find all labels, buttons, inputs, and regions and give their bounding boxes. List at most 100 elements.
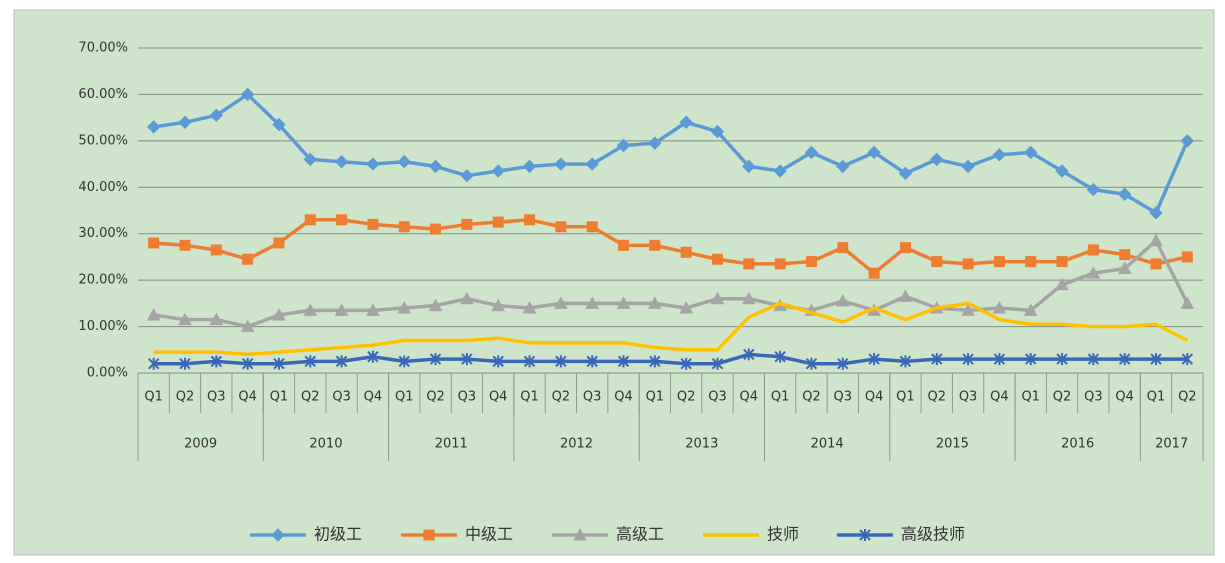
point: [586, 221, 598, 233]
point: [1150, 258, 1162, 270]
x-tick-label: Q4: [740, 390, 759, 405]
point: [273, 357, 285, 370]
point: [1087, 244, 1099, 256]
point: [1055, 277, 1069, 291]
point: [1025, 353, 1037, 366]
x-tick-label: Q2: [552, 390, 571, 405]
y-tick-label: 30.00%: [78, 226, 128, 241]
group-label: 2016: [1061, 437, 1094, 452]
y-tick-label: 10.00%: [78, 319, 128, 334]
x-tick-label: Q2: [301, 390, 320, 405]
point: [1181, 251, 1193, 263]
series-line: [153, 352, 1188, 366]
point: [679, 115, 693, 129]
x-tick-label: Q2: [426, 390, 445, 405]
point: [461, 218, 473, 230]
point: [616, 296, 631, 309]
point: [179, 357, 191, 370]
point: [522, 159, 537, 174]
point: [993, 256, 1005, 268]
point: [335, 355, 348, 368]
point: [555, 355, 567, 368]
point: [397, 155, 411, 169]
group-label: 2012: [560, 437, 593, 452]
point: [930, 152, 944, 167]
point: [146, 307, 161, 321]
point: [429, 353, 442, 366]
point: [616, 138, 631, 153]
x-tick-label: Q3: [1084, 390, 1103, 405]
point: [993, 353, 1006, 366]
point: [1180, 296, 1195, 309]
point: [773, 164, 787, 178]
point: [460, 291, 474, 305]
x-tick-label: Q2: [176, 390, 195, 405]
chart-background: [13, 9, 1215, 556]
point: [1150, 353, 1162, 366]
x-tick-label: Q4: [614, 390, 633, 405]
point: [241, 357, 254, 370]
point: [836, 159, 850, 174]
point: [680, 357, 692, 370]
point: [423, 529, 435, 541]
x-tick-label: Q2: [802, 390, 821, 405]
x-tick-label: Q3: [207, 390, 226, 405]
point: [710, 291, 725, 305]
x-tick-label: Q3: [458, 390, 477, 405]
point: [867, 145, 881, 160]
point: [209, 108, 224, 123]
point: [1118, 353, 1131, 366]
point: [1056, 353, 1068, 366]
point: [585, 296, 600, 309]
point: [743, 258, 755, 270]
point: [461, 353, 473, 366]
x-tick-label: Q3: [834, 390, 853, 405]
point: [398, 355, 410, 368]
point: [210, 244, 222, 256]
point: [491, 164, 505, 178]
x-tick-label: Q1: [270, 390, 289, 405]
point: [835, 293, 850, 307]
point: [178, 312, 192, 326]
point: [1025, 256, 1037, 268]
point: [899, 242, 911, 254]
point: [147, 357, 160, 370]
series-line: [153, 238, 1189, 329]
x-tick-label: Q4: [489, 390, 508, 405]
x-tick-label: Q3: [332, 390, 351, 405]
y-tick-label: 0.00%: [87, 366, 128, 381]
point: [397, 300, 412, 314]
x-tick-label: Q4: [364, 390, 383, 405]
x-tick-label: Q4: [865, 390, 884, 405]
point: [303, 303, 318, 316]
point: [209, 312, 224, 326]
x-tick-label: Q4: [238, 390, 257, 405]
point: [492, 216, 504, 228]
point: [617, 355, 630, 368]
x-tick-label: Q3: [959, 390, 978, 405]
point: [899, 355, 912, 368]
group-label: 2009: [184, 437, 217, 452]
point: [962, 258, 974, 270]
x-tick-label: Q2: [927, 390, 946, 405]
point: [366, 157, 380, 171]
point: [240, 319, 255, 333]
point: [618, 239, 630, 251]
point: [273, 237, 285, 249]
point: [1055, 164, 1069, 178]
point: [711, 253, 723, 265]
x-tick-label: Q1: [1147, 390, 1166, 405]
group-label: 2014: [811, 437, 844, 452]
point: [680, 246, 692, 258]
point: [524, 214, 536, 226]
point: [460, 168, 474, 183]
y-tick-label: 50.00%: [78, 133, 128, 148]
point: [178, 115, 192, 129]
legend-label: 高级工: [616, 525, 664, 544]
point: [774, 258, 786, 270]
point: [859, 529, 871, 541]
point: [573, 527, 587, 541]
x-tick-label: Q2: [677, 390, 696, 405]
